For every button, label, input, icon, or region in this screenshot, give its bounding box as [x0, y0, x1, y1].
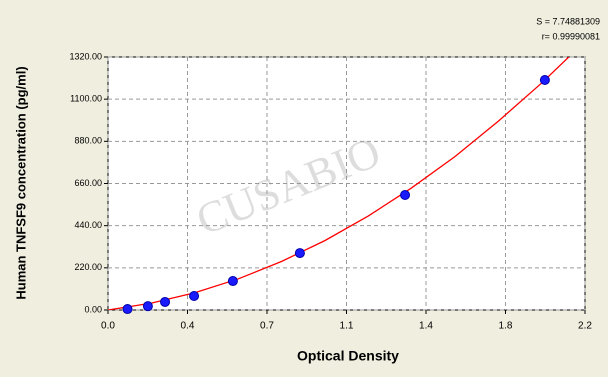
y-tick-label: 660.00 [74, 178, 102, 188]
data-point [142, 301, 153, 312]
y-axis-title: Human TNFSF9 concentration (pg/ml) [13, 66, 28, 299]
x-tick-label: 0.7 [260, 321, 274, 332]
annotation: r= 0.99990081 [542, 31, 600, 41]
x-tick-label: 1.8 [499, 321, 513, 332]
y-tick-label: 440.00 [74, 220, 102, 230]
x-tick-label: 0.4 [181, 321, 195, 332]
data-point [189, 291, 200, 302]
data-point [400, 190, 411, 200]
y-tick-label: 880.00 [74, 136, 102, 146]
y-tick-label: 1320.00 [69, 51, 102, 61]
x-tick-label: 0.0 [101, 321, 115, 332]
x-axis-title: Optical Density [297, 348, 399, 364]
y-tick-label: 1100.00 [70, 94, 102, 104]
data-point [160, 296, 171, 307]
y-tick-label: 0.00 [84, 304, 102, 314]
fit-curve [108, 57, 570, 310]
x-tick-label: 1.1 [340, 321, 354, 332]
data-point [294, 248, 305, 259]
x-tick-label: 1.4 [419, 321, 433, 332]
data-point [227, 276, 238, 287]
y-tick-label: 220.00 [74, 262, 102, 272]
data-point [539, 75, 550, 85]
x-tick-label: 2.2 [578, 321, 592, 332]
data-point [122, 304, 133, 315]
annotation: S = 7.74881309 [536, 16, 600, 26]
